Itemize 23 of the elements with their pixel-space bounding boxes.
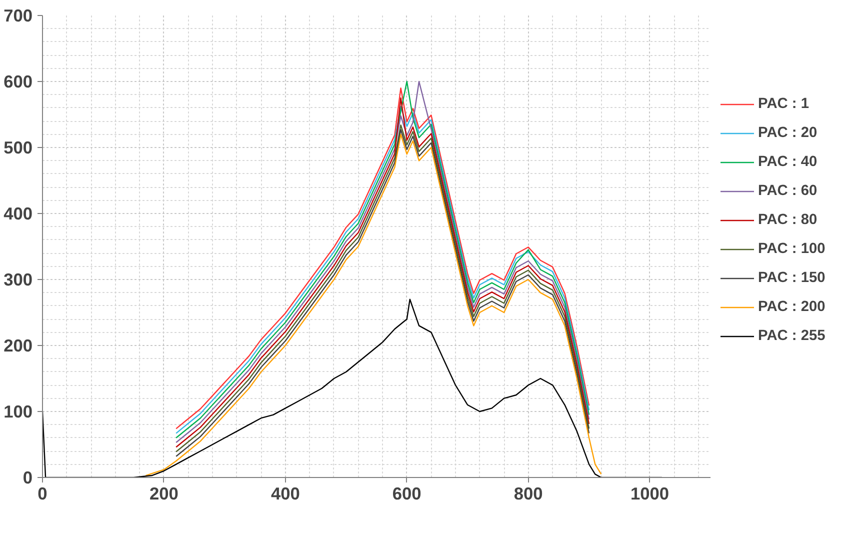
legend-label: PAC : 40 (758, 154, 818, 170)
y-tick-label: 500 (4, 138, 33, 158)
legend-label: PAC : 255 (758, 328, 826, 344)
legend-label: PAC : 100 (758, 241, 826, 257)
y-tick-label: 700 (4, 6, 33, 26)
x-tick-label: 600 (392, 484, 422, 504)
y-tick-label: 100 (4, 402, 33, 422)
x-tick-label: 200 (150, 484, 178, 504)
legend-label: PAC : 60 (758, 183, 818, 199)
legend-label: PAC : 200 (758, 299, 826, 315)
x-tick-label: 0 (38, 484, 48, 504)
y-tick-label: 600 (4, 72, 33, 92)
y-tick-label: 300 (4, 270, 33, 290)
legend-label: PAC : 150 (758, 270, 826, 286)
y-tick-label: 0 (22, 468, 33, 488)
x-tick-label: 800 (514, 484, 543, 504)
x-tick-label: 1000 (630, 484, 670, 504)
legend-label: PAC : 1 (758, 96, 810, 112)
legend-label: PAC : 20 (758, 125, 818, 141)
legend-label: PAC : 80 (758, 212, 818, 228)
y-tick-label: 200 (4, 336, 33, 356)
x-tick-label: 400 (270, 484, 300, 504)
y-tick-label: 400 (4, 204, 33, 224)
